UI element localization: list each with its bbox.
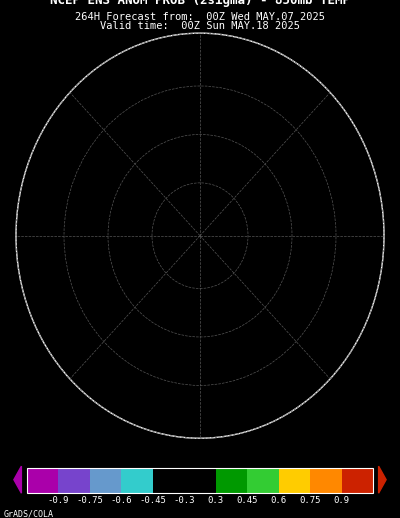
Text: 0.75: 0.75 xyxy=(299,496,321,505)
Text: -0.9: -0.9 xyxy=(48,496,69,505)
Circle shape xyxy=(16,33,384,438)
Bar xyxy=(90,468,121,493)
Bar xyxy=(279,468,310,493)
Text: Valid time:  00Z Sun MAY.18 2025: Valid time: 00Z Sun MAY.18 2025 xyxy=(100,21,300,31)
Text: -0.75: -0.75 xyxy=(76,496,103,505)
Bar xyxy=(342,468,373,493)
Bar xyxy=(121,468,153,493)
Bar xyxy=(58,468,90,493)
Bar xyxy=(247,468,279,493)
Text: 0.45: 0.45 xyxy=(236,496,258,505)
Bar xyxy=(216,468,247,493)
FancyArrow shape xyxy=(14,466,22,493)
FancyArrow shape xyxy=(378,466,386,493)
Bar xyxy=(27,468,58,493)
Text: -0.6: -0.6 xyxy=(111,496,132,505)
Text: -0.45: -0.45 xyxy=(139,496,166,505)
Text: GrADS/COLA: GrADS/COLA xyxy=(4,510,54,518)
Text: 264H Forecast from:  00Z Wed MAY.07 2025: 264H Forecast from: 00Z Wed MAY.07 2025 xyxy=(75,12,325,22)
Text: NCEP ENS ANOM PROB (2sigma) - 850mb TEMP: NCEP ENS ANOM PROB (2sigma) - 850mb TEMP xyxy=(50,0,350,7)
Bar xyxy=(153,468,184,493)
Text: 0.3: 0.3 xyxy=(208,496,224,505)
Text: 0.9: 0.9 xyxy=(334,496,350,505)
Bar xyxy=(27,468,373,493)
Bar xyxy=(184,468,216,493)
Bar xyxy=(310,468,342,493)
Text: -0.3: -0.3 xyxy=(174,496,195,505)
Text: 0.6: 0.6 xyxy=(270,496,287,505)
